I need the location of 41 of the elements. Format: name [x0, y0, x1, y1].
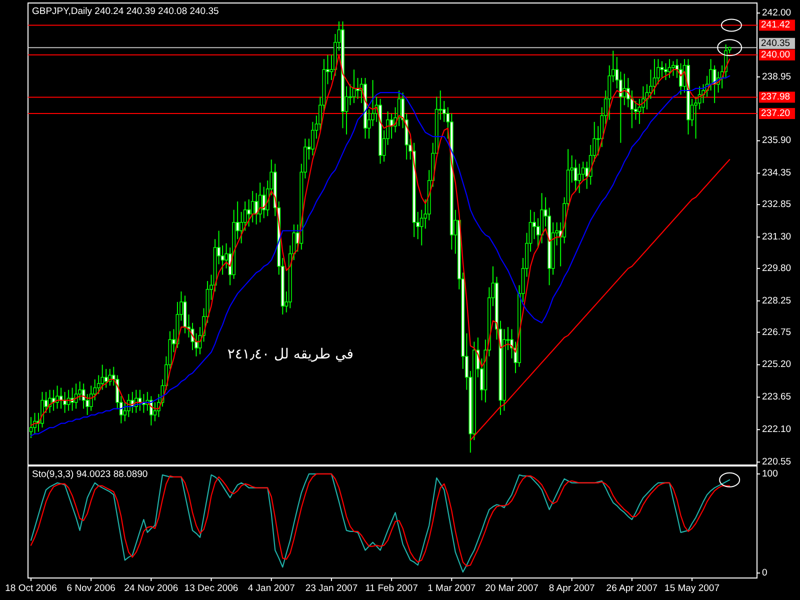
ref-line-label: 237.20 — [761, 108, 790, 120]
x-tick-label: 18 Oct 2006 — [5, 583, 57, 594]
y-tick-label: 232.85 — [762, 199, 792, 210]
ref-label: 237.98 — [759, 92, 795, 103]
y-tick-label: 225.20 — [762, 359, 792, 370]
ref-line-label: 240.00 — [761, 49, 790, 60]
x-tick-label: 13 Dec 2006 — [184, 583, 238, 594]
x-tick-label: 6 Nov 2006 — [66, 583, 116, 594]
y-tick-label: 222.10 — [762, 424, 792, 436]
ref-line-label: 241.42 — [761, 20, 790, 31]
x-tick-label: 20 Mar 2007 — [485, 583, 538, 594]
line-series — [470, 159, 730, 441]
ref-label: 237.20 — [759, 108, 795, 120]
y-tick-label: 231.30 — [762, 232, 792, 243]
x-tick-label: 4 Jan 2007 — [248, 583, 295, 594]
y-tick-label: 228.25 — [762, 295, 792, 306]
y-tick-label: 100 — [762, 468, 778, 480]
x-tick-label: 24 Nov 2006 — [124, 583, 178, 594]
x-tick-label: 8 Apr 2007 — [548, 583, 595, 594]
y-tick-label: 242.00 — [762, 8, 792, 19]
ref-label: 241.42 — [759, 20, 795, 31]
x-tick-label: 23 Jan 2007 — [305, 583, 358, 594]
y-tick-label: 0 — [762, 568, 768, 579]
y-tick-label: 238.95 — [762, 71, 792, 82]
chart-title: Sto(9,3,3) 94.0023 88.0890 — [32, 469, 148, 480]
ref-label: 240.00 — [759, 49, 795, 60]
y-tick-label: 223.65 — [762, 392, 792, 403]
y-tick-label: 226.75 — [762, 326, 792, 338]
x-tick-label: 11 Feb 2007 — [365, 583, 418, 594]
x-tick-label: 26 Apr 2007 — [606, 583, 658, 594]
annotation: في طريقه لل ٢٤١٫٤٠ — [227, 346, 354, 363]
ref-line-label: 237.98 — [761, 92, 790, 103]
ref-line-label: 240.35 — [761, 38, 790, 49]
x-tick-label: 1 Mar 2007 — [428, 583, 476, 594]
ref-label: 240.35 — [759, 38, 795, 49]
x-tick-label: 15 May 2007 — [664, 583, 720, 594]
y-tick-label: 234.35 — [762, 168, 792, 179]
y-tick-label: 220.55 — [762, 456, 792, 468]
chart-title: GBPJPY,Daily 240.24 240.39 240.08 240.35 — [32, 6, 219, 17]
y-tick-label: 235.90 — [762, 135, 792, 146]
y-tick-label: 229.80 — [762, 262, 792, 274]
